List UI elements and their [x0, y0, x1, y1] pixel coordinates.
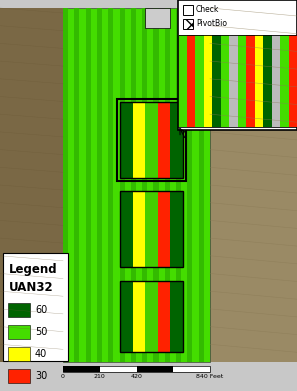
- Text: Check: Check: [196, 5, 219, 14]
- Bar: [178, 0, 297, 130]
- Text: 0: 0: [61, 374, 65, 379]
- Bar: [97, 8, 102, 362]
- Bar: [173, 366, 210, 372]
- Bar: [195, 35, 203, 127]
- Bar: [8, 369, 30, 383]
- Bar: [199, 8, 204, 362]
- Text: 30: 30: [35, 371, 47, 381]
- Text: 840 Feet: 840 Feet: [196, 374, 224, 379]
- Bar: [263, 35, 271, 127]
- Bar: [137, 366, 173, 372]
- Bar: [120, 191, 132, 267]
- Bar: [86, 8, 91, 362]
- Bar: [63, 8, 68, 362]
- Bar: [154, 8, 159, 362]
- Bar: [220, 35, 229, 127]
- Bar: [170, 281, 183, 352]
- Bar: [108, 8, 113, 362]
- Bar: [132, 281, 145, 352]
- Bar: [142, 8, 147, 362]
- Bar: [158, 102, 170, 178]
- Bar: [170, 191, 183, 267]
- Bar: [210, 8, 297, 362]
- Text: Legend: Legend: [9, 263, 58, 276]
- Bar: [238, 35, 246, 127]
- Bar: [158, 191, 170, 267]
- Bar: [3, 253, 68, 361]
- Bar: [8, 347, 30, 361]
- Bar: [229, 35, 238, 127]
- Bar: [212, 35, 220, 127]
- Bar: [8, 303, 30, 317]
- Bar: [117, 99, 186, 181]
- Text: PivotBio: PivotBio: [196, 20, 227, 29]
- Text: 420: 420: [131, 374, 143, 379]
- Bar: [187, 8, 192, 362]
- Bar: [145, 191, 158, 267]
- Bar: [131, 8, 136, 362]
- Bar: [288, 35, 297, 127]
- Bar: [120, 281, 183, 352]
- Bar: [255, 35, 263, 127]
- Bar: [145, 102, 158, 178]
- Bar: [63, 366, 210, 372]
- Text: UAN32: UAN32: [9, 281, 54, 294]
- Bar: [145, 281, 158, 352]
- Bar: [119, 8, 125, 362]
- Bar: [63, 366, 100, 372]
- Bar: [120, 191, 183, 267]
- Bar: [178, 35, 187, 127]
- Bar: [165, 8, 170, 362]
- Bar: [120, 281, 132, 352]
- Bar: [8, 325, 30, 339]
- Bar: [132, 191, 145, 267]
- Text: 210: 210: [94, 374, 106, 379]
- Bar: [74, 8, 79, 362]
- Bar: [246, 35, 255, 127]
- Bar: [183, 5, 193, 15]
- Bar: [271, 35, 280, 127]
- Text: 40: 40: [35, 349, 47, 359]
- Bar: [132, 102, 145, 178]
- Bar: [176, 8, 181, 362]
- Bar: [183, 19, 193, 29]
- Bar: [100, 366, 137, 372]
- Bar: [158, 281, 170, 352]
- Bar: [120, 102, 183, 178]
- Bar: [178, 35, 297, 127]
- Bar: [280, 35, 288, 127]
- Bar: [187, 35, 195, 127]
- Bar: [63, 8, 210, 362]
- Bar: [170, 102, 183, 178]
- Text: 50: 50: [35, 327, 48, 337]
- Bar: [145, 8, 170, 28]
- Text: 60: 60: [35, 305, 47, 315]
- Bar: [120, 102, 132, 178]
- Bar: [203, 35, 212, 127]
- Bar: [0, 8, 63, 362]
